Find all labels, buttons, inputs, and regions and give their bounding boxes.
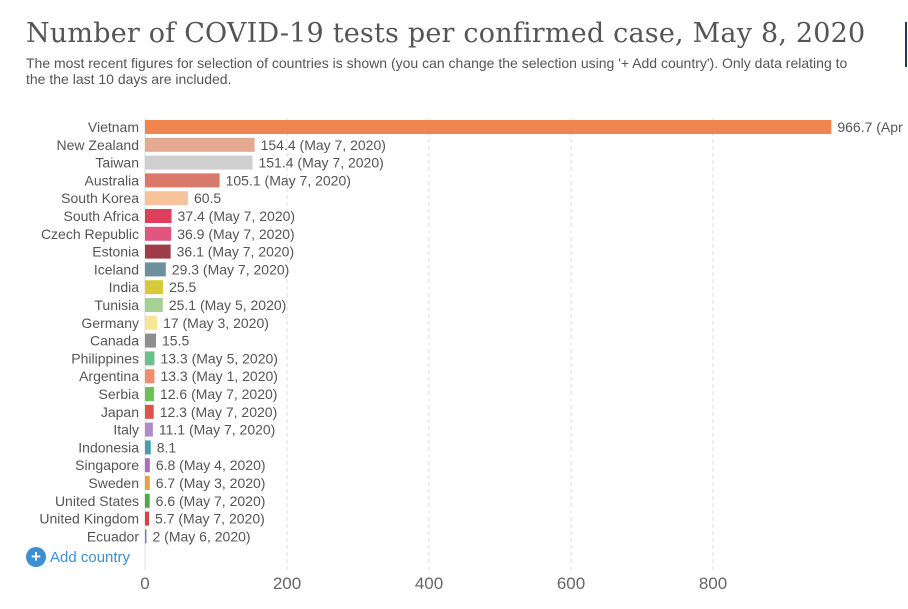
value-label: 13.3 (May 5, 2020) [160,350,278,366]
bar [145,226,172,241]
category-label: Philippines [71,350,139,366]
bar [145,120,832,134]
category-label: Ecuador [87,528,139,544]
category-label: South Korea [61,190,139,206]
category-label: Germany [81,315,139,331]
bar [145,173,220,188]
x-tick-label: 200 [273,574,301,593]
value-label: 154.4 (May 7, 2020) [261,137,386,153]
x-tick-label: 400 [415,574,443,593]
value-label: 966.7 (Apr [837,119,903,135]
bar [145,440,151,455]
bar [145,493,150,508]
bar [145,191,188,206]
value-label: 25.5 [169,279,196,295]
category-label: South Africa [64,208,140,224]
bar [145,458,150,473]
category-label: Serbia [99,386,140,402]
add-icon: + [26,547,46,567]
value-label: 15.5 [162,333,189,349]
value-label: 6.8 (May 4, 2020) [156,457,266,473]
category-label: Singapore [75,457,139,473]
bar [145,333,157,348]
category-label: Indonesia [78,439,139,455]
category-label: Japan [101,404,139,420]
value-label: 6.6 (May 7, 2020) [156,493,266,509]
bar [145,351,155,366]
bar [145,315,158,330]
value-label: 12.3 (May 7, 2020) [160,404,278,420]
bar [145,529,147,544]
edge-marker [905,22,907,67]
category-label: India [109,279,140,295]
x-tick-label: 600 [557,574,585,593]
value-label: 60.5 [194,190,221,206]
value-label: 2 (May 6, 2020) [153,528,251,544]
value-label: 13.3 (May 1, 2020) [160,368,278,384]
category-label: Canada [90,333,139,349]
bar [145,387,154,401]
category-label: Czech Republic [41,226,139,242]
category-label: Argentina [79,368,139,384]
value-label: 11.1 (May 7, 2020) [159,422,275,438]
bar [145,476,150,490]
category-label: Taiwan [95,155,139,171]
value-label: 36.1 (May 7, 2020) [177,244,295,260]
category-label: Iceland [94,261,139,277]
value-label: 105.1 (May 7, 2020) [226,172,351,188]
bar [145,244,171,259]
bar [145,209,172,223]
add-country-label: Add country [50,548,131,566]
category-label: Italy [113,422,139,438]
value-label: 6.7 (May 3, 2020) [156,475,266,491]
bar [145,404,154,419]
bar [145,262,166,277]
bar [145,422,153,437]
bar [145,155,253,170]
category-label: New Zealand [57,137,140,153]
chart-title: Number of COVID-19 tests per confirmed c… [26,18,866,49]
value-label: 151.4 (May 7, 2020) [258,155,383,171]
value-label: 12.6 (May 7, 2020) [160,386,278,402]
bar [145,280,164,295]
chart-subtitle: The most recent figures for selection of… [26,55,848,87]
category-label: United States [55,493,139,509]
value-label: 17 (May 3, 2020) [163,315,269,331]
bar [145,298,163,312]
x-tick-label: 0 [140,574,149,593]
value-label: 37.4 (May 7, 2020) [178,208,296,224]
category-label: Australia [85,172,140,188]
category-label: United Kingdom [39,511,139,527]
category-label: Vietnam [88,119,139,135]
value-label: 25.1 (May 5, 2020) [169,297,287,313]
value-label: 29.3 (May 7, 2020) [172,261,290,277]
category-label: Sweden [88,475,139,491]
category-label: Estonia [92,244,139,260]
add-country-button[interactable]: + Add country [26,547,130,567]
bar [145,369,155,384]
category-label: Tunisia [94,297,139,313]
x-tick-label: 800 [699,574,727,593]
value-label: 36.9 (May 7, 2020) [177,226,295,242]
bar [145,511,150,526]
value-label: 5.7 (May 7, 2020) [155,511,265,527]
value-label: 8.1 [157,439,177,455]
bar [145,137,255,152]
